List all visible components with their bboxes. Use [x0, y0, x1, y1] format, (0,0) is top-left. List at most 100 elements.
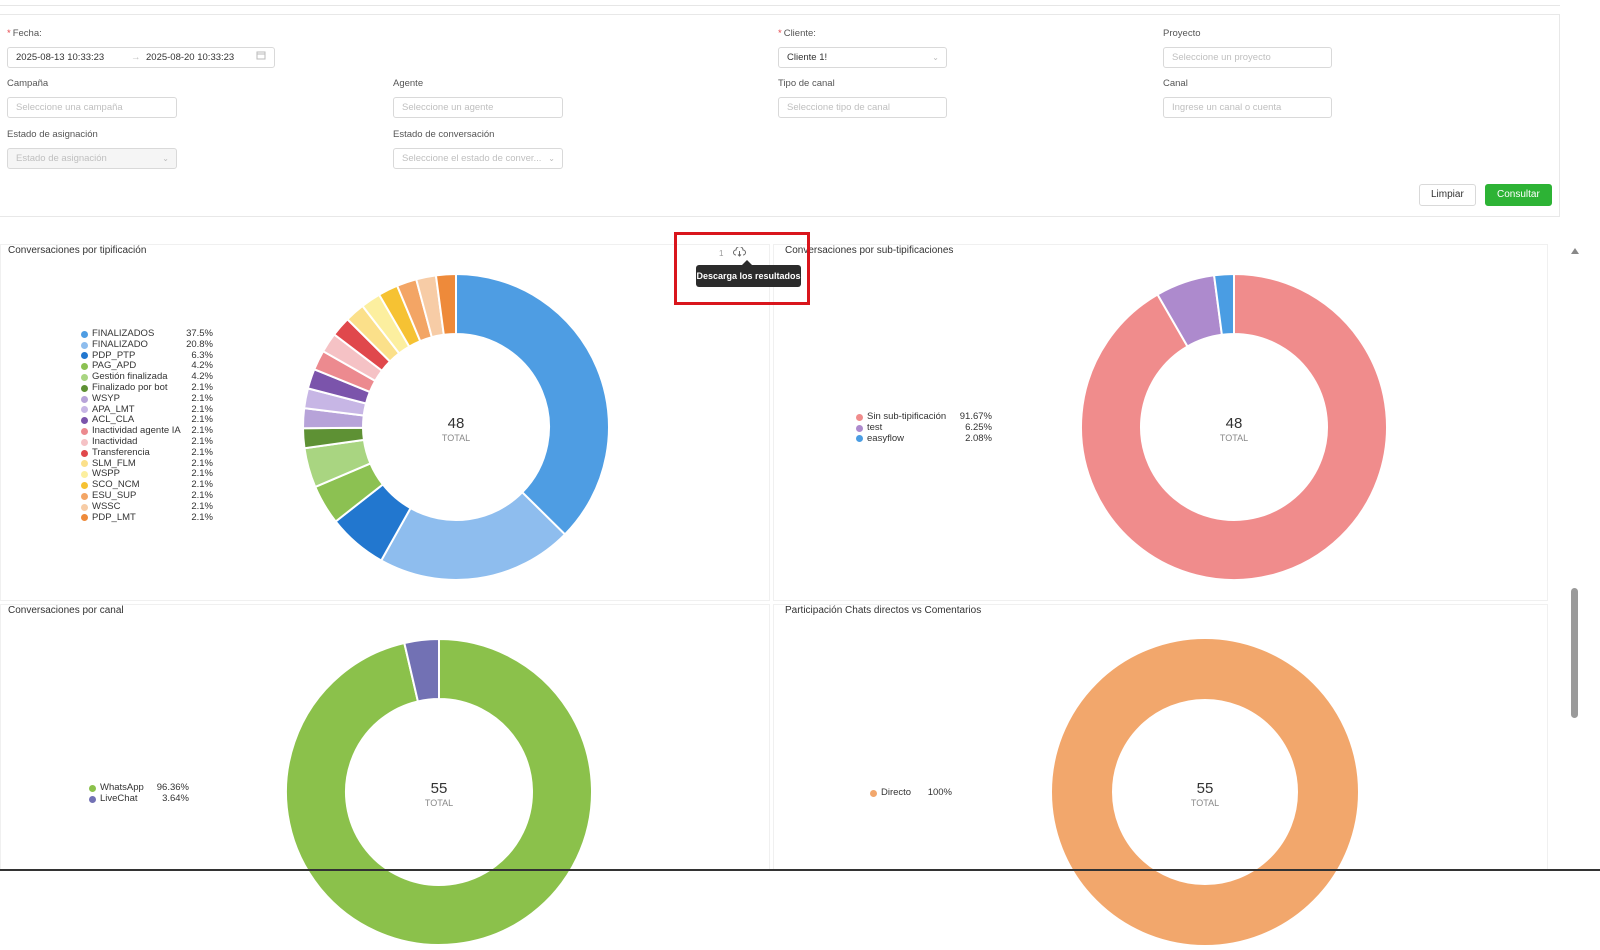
total-label: TOTAL [425, 798, 453, 808]
chart-legend: Sin sub-tipificación 91.67% test 6.25% easyf… [856, 411, 992, 445]
legend-percent: 4.2% [191, 360, 213, 372]
legend-dot-icon [856, 435, 863, 443]
total-value: 55 [431, 780, 448, 797]
scroll-up-arrow-icon[interactable] [1571, 248, 1579, 254]
legend-item[interactable]: Inactividad 2.1% [81, 436, 213, 448]
legend-dot-icon [870, 789, 877, 797]
estado-conversacion-placeholder: Seleccione el estado de conver... [402, 153, 542, 164]
total-label: TOTAL [1220, 433, 1248, 443]
legend-item[interactable]: test 6.25% [856, 421, 992, 434]
legend-item[interactable]: Gestión finalizada 4.2% [81, 371, 213, 383]
legend-label: Directo [881, 787, 912, 798]
tipo-canal-select[interactable]: Seleccione tipo de canal [778, 97, 947, 118]
legend-item[interactable]: SLM_FLM 2.1% [81, 457, 213, 470]
tipo-canal-placeholder: Seleccione tipo de canal [787, 102, 890, 113]
tipo-canal-field: Tipo de canal Seleccione tipo de canal [778, 77, 947, 118]
date-range-picker[interactable]: 2025-08-13 10:33:23 → 2025-08-20 10:33:2… [7, 47, 275, 68]
agente-select[interactable]: Seleccione un agente [393, 97, 563, 118]
cliente-label: Cliente [783, 28, 814, 39]
estado-conversacion-label: Estado de conversación [393, 129, 495, 140]
legend-item[interactable]: Inactividad agente IA 2.1% [81, 425, 213, 437]
legend-dot-icon [81, 514, 88, 522]
legend-item[interactable]: FINALIZADOS 37.5% [81, 328, 213, 340]
legend-item[interactable]: SCO_NCM 2.1% [81, 479, 213, 491]
canal-field: Canal Ingrese un canal o cuenta [1163, 77, 1332, 118]
canal-input[interactable]: Ingrese un canal o cuenta [1163, 97, 1332, 118]
donut-slice-sin-sub-tipificaci-n[interactable] [1080, 272, 1388, 581]
cliente-field: * Cliente: Cliente 1! ⌄ [778, 27, 947, 68]
cloud-download-icon[interactable] [733, 244, 747, 262]
legend-dot-icon [856, 413, 863, 421]
legend-dot-icon [81, 492, 88, 500]
scrollbar-thumb[interactable] [1571, 588, 1578, 718]
donut-slice-livechat[interactable] [403, 637, 440, 703]
legend-item[interactable]: PDP_PTP 6.3% [81, 349, 213, 362]
estado-asignacion-placeholder: Estado de asignación [16, 153, 107, 164]
proyecto-field: Proyecto Seleccione un proyecto [1163, 27, 1332, 68]
chart-legend: FINALIZADOS 37.5% FINALIZADO 20.8% PDP_PTP 6.… [81, 328, 213, 524]
bottom-edge [0, 869, 1600, 871]
legend-item[interactable]: WhatsApp 96.36% [89, 782, 189, 794]
estado-asignacion-select[interactable]: Estado de asignación ⌄ [7, 148, 177, 169]
calendar-icon[interactable] [256, 48, 266, 67]
donut-slice-pdp-lmt[interactable] [434, 272, 457, 336]
donut-slice-easyflow[interactable] [1212, 272, 1235, 336]
agente-placeholder: Seleccione un agente [402, 102, 494, 113]
legend-dot-icon [81, 374, 88, 382]
legend-item[interactable]: ACL_CLA 2.1% [81, 415, 213, 426]
legend-item[interactable]: LiveChat 3.64% [89, 793, 189, 805]
highlight-box [674, 232, 810, 305]
estado-asignacion-field: Estado de asignación Estado de asignació… [7, 128, 177, 169]
legend-item[interactable]: Transferencia 2.1% [81, 447, 213, 459]
legend-dot-icon [81, 330, 88, 338]
date-end[interactable]: 2025-08-20 10:33:23 [146, 52, 235, 63]
legend-percent: 2.1% [191, 414, 213, 426]
clear-button[interactable]: Limpiar [1419, 184, 1476, 206]
legend-label: FINALIZADOS [92, 328, 155, 339]
donut-slice-whatsapp[interactable] [285, 637, 593, 946]
legend-label: SCO_NCM [92, 479, 140, 491]
legend-percent: 96.36% [156, 782, 189, 793]
legend-percent: 2.1% [191, 511, 213, 523]
legend-item[interactable]: Sin sub-tipificación 91.67% [856, 411, 992, 423]
cliente-select[interactable]: Cliente 1! ⌄ [778, 47, 947, 68]
legend-label: Inactividad agente IA [92, 425, 181, 437]
legend-label: Finalizado por bot [92, 381, 168, 393]
proyecto-select[interactable]: Seleccione un proyecto [1163, 47, 1332, 68]
legend-percent: 6.3% [191, 349, 213, 361]
date-start[interactable]: 2025-08-13 10:33:23 [16, 52, 105, 63]
total-label: TOTAL [1191, 798, 1219, 808]
legend-dot-icon [81, 438, 88, 446]
legend-item[interactable]: WSYP 2.1% [81, 393, 213, 405]
legend-item[interactable]: ESU_SUP 2.1% [81, 490, 213, 502]
legend-dot-icon [856, 424, 863, 432]
legend-label: PDP_LMT [92, 511, 136, 523]
legend-item[interactable]: APA_LMT 2.1% [81, 404, 213, 416]
legend-dot-icon [81, 428, 88, 436]
legend-item[interactable]: Finalizado por bot 2.1% [81, 381, 213, 394]
legend-item[interactable]: PAG_APD 4.2% [81, 361, 213, 372]
legend-item[interactable]: WSPP 2.1% [81, 469, 213, 480]
legend-item[interactable]: Directo 100% [870, 787, 952, 799]
legend-percent: 6.25% [965, 421, 992, 433]
legend-item[interactable]: FINALIZADO 20.8% [81, 339, 213, 351]
chart-toolbar: 1 [719, 244, 747, 262]
scrollbar[interactable] [1566, 244, 1578, 871]
campana-select[interactable]: Seleccione una campaña [7, 97, 177, 118]
legend-item[interactable]: PDP_LMT 2.1% [81, 511, 213, 524]
submit-button[interactable]: Consultar [1485, 184, 1552, 206]
legend-item[interactable]: easyflow 2.08% [856, 433, 992, 445]
legend-percent: 2.1% [191, 457, 213, 469]
estado-conversacion-select[interactable]: Seleccione el estado de conver... ⌄ [393, 148, 563, 169]
donut-slice-finalizados[interactable] [455, 272, 610, 536]
toolbar-count: 1 [719, 248, 724, 258]
chart-card-canal: Conversaciones por canal 55 TOTAL WhatsApp… [0, 604, 770, 946]
top-divider [0, 5, 1560, 6]
chart-card-participacion: Participación Chats directos vs Comentar… [773, 604, 1548, 945]
legend-item[interactable]: WSSC 2.1% [81, 501, 213, 513]
legend-percent: 2.1% [191, 381, 213, 393]
